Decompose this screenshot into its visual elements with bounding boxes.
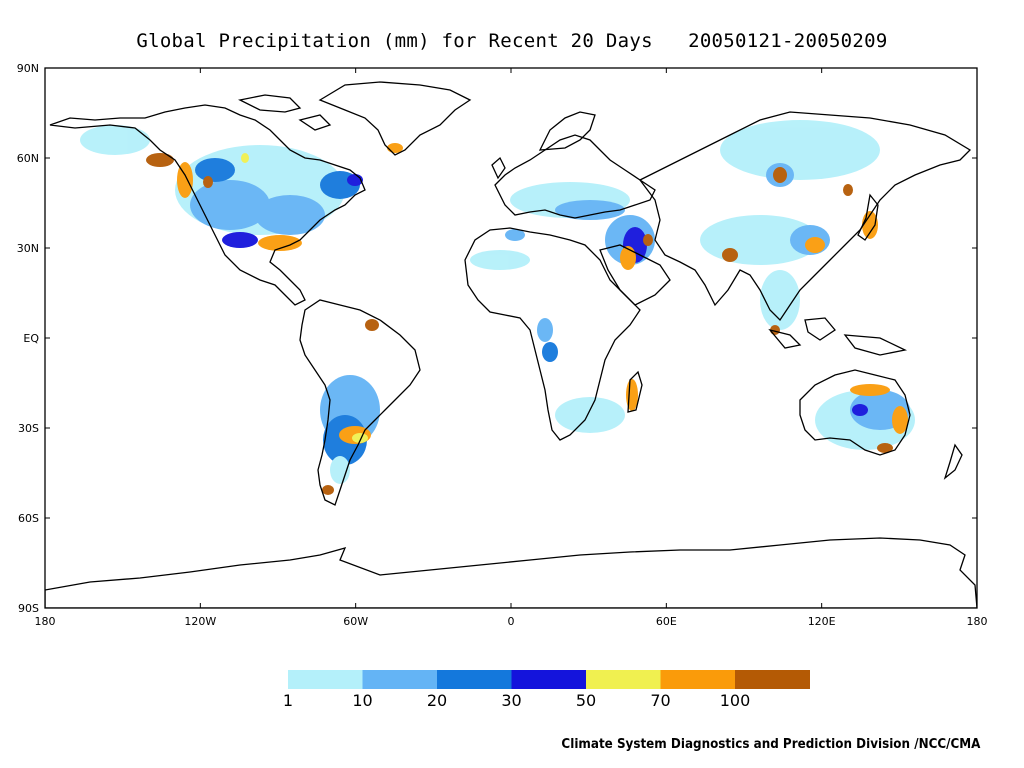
colorbar-label: 1 bbox=[283, 691, 293, 710]
lat-tick-label: 60N bbox=[17, 152, 39, 165]
lat-tick-label: 30S bbox=[18, 422, 39, 435]
lon-tick-label: 180 bbox=[35, 615, 56, 628]
lat-tick-label: 90N bbox=[17, 62, 39, 75]
lon-tick-label: 60E bbox=[656, 615, 677, 628]
colorbar-label: 70 bbox=[650, 691, 670, 710]
colorbar-swatch bbox=[362, 670, 438, 689]
lon-tick-label: 60W bbox=[343, 615, 368, 628]
precip-shading bbox=[80, 120, 915, 495]
colorbar-swatch bbox=[735, 670, 810, 689]
coastlines bbox=[45, 81, 977, 608]
lat-tick-label: 30N bbox=[17, 242, 39, 255]
lon-tick-label: 120W bbox=[184, 615, 216, 628]
lon-tick-label: 180 bbox=[967, 615, 988, 628]
colorbar-label: 30 bbox=[501, 691, 521, 710]
lat-tick-label: 90S bbox=[18, 602, 39, 615]
colorbar-label: 20 bbox=[427, 691, 447, 710]
colorbar-labels: 1 10 20 30 50 70 100 bbox=[283, 691, 750, 710]
lat-tick-label: 60S bbox=[18, 512, 39, 525]
colorbar-swatch bbox=[586, 670, 661, 689]
colorbar-label: 50 bbox=[576, 691, 596, 710]
colorbar-swatch bbox=[288, 670, 363, 689]
credit-text: Climate System Diagnostics and Predictio… bbox=[560, 737, 980, 752]
colorbar-boxes bbox=[288, 670, 810, 689]
title-text: Global Precipitation (mm) for Recent 20 … bbox=[136, 30, 653, 52]
lon-tick-label: 0 bbox=[508, 615, 515, 628]
colorbar-label: 100 bbox=[720, 691, 751, 710]
map-title: Global Precipitation (mm) for Recent 20 … bbox=[0, 30, 1024, 52]
lat-tick-label: EQ bbox=[23, 332, 39, 345]
latitude-axis: 90N 60N 30N EQ 30S 60S 90S bbox=[17, 62, 977, 615]
lon-tick-label: 120E bbox=[808, 615, 836, 628]
map-area bbox=[45, 81, 977, 608]
colorbar-swatch bbox=[660, 670, 736, 689]
colorbar-swatch bbox=[511, 670, 587, 689]
longitude-axis: 180 120W 60W 0 60E 120E 180 bbox=[35, 68, 988, 628]
colorbar-label: 10 bbox=[352, 691, 372, 710]
date-range: 20050121-20050209 bbox=[688, 30, 888, 52]
colorbar-swatch bbox=[437, 670, 512, 689]
